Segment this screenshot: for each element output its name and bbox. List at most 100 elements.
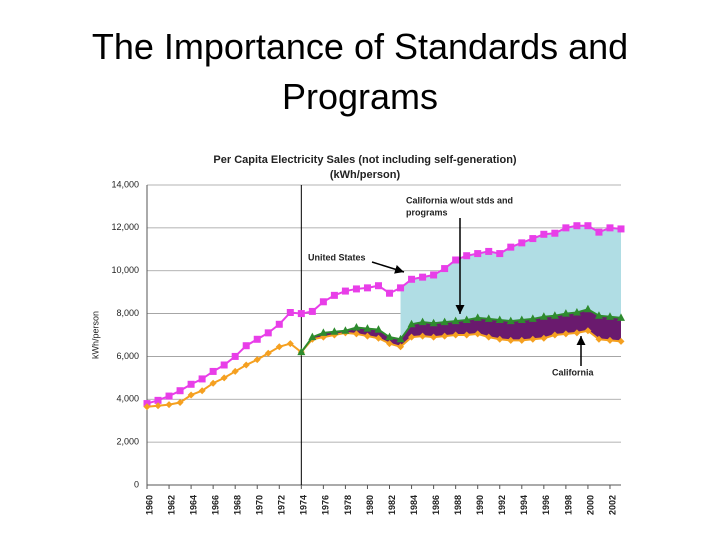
x-tick-label: 1998: [563, 495, 573, 515]
marker: [330, 327, 339, 335]
x-tick-label: 1990: [475, 495, 485, 515]
marker: [584, 327, 592, 335]
marker: [474, 250, 482, 258]
marker: [429, 318, 438, 327]
x-tick-label: 1996: [541, 495, 551, 515]
marker: [539, 312, 548, 320]
marker: [551, 229, 559, 237]
marker: [231, 352, 239, 360]
chart-subtitle: (kWh/person): [330, 169, 401, 181]
y-tick-label: 0: [134, 479, 139, 489]
marker: [617, 225, 625, 233]
marker: [606, 336, 614, 344]
marker: [506, 316, 515, 325]
marker: [529, 235, 537, 243]
marker: [584, 222, 592, 230]
marker: [418, 317, 427, 326]
marker: [154, 396, 162, 404]
marker: [451, 316, 460, 325]
y-tick-label: 10,000: [111, 265, 139, 275]
marker: [154, 402, 162, 410]
x-tick-label: 1972: [277, 495, 287, 515]
marker: [220, 361, 228, 369]
marker: [583, 304, 592, 313]
marker: [209, 379, 217, 387]
marker: [419, 273, 427, 281]
marker: [507, 336, 515, 344]
marker: [463, 331, 471, 339]
marker: [452, 256, 460, 264]
marker: [595, 335, 603, 343]
marker: [474, 330, 482, 338]
marker: [374, 282, 382, 290]
marker: [540, 230, 548, 238]
marker: [286, 309, 294, 316]
x-tick-label: 2002: [607, 495, 617, 515]
marker: [297, 347, 306, 356]
x-tick-label: 1970: [255, 495, 265, 515]
marker: [396, 334, 405, 343]
marker: [484, 314, 493, 322]
chart-title: Per Capita Electricity Sales (not includ…: [213, 154, 517, 166]
marker: [308, 332, 317, 341]
marker: [253, 356, 261, 364]
x-tick-label: 1976: [321, 495, 331, 515]
marker: [517, 315, 526, 323]
annotation: United States: [308, 252, 366, 262]
marker: [242, 342, 250, 350]
marker: [540, 334, 548, 342]
annotation: programs: [406, 207, 448, 217]
x-tick-label: 1988: [453, 495, 463, 515]
marker: [485, 333, 493, 341]
marker: [352, 330, 360, 338]
marker: [573, 222, 581, 230]
marker: [462, 315, 471, 323]
marker: [319, 328, 328, 336]
x-tick-label: 1994: [519, 495, 529, 515]
marker: [496, 250, 504, 258]
marker: [297, 310, 305, 318]
marker: [407, 319, 416, 328]
x-tick-label: 1968: [233, 495, 243, 515]
marker: [319, 298, 327, 306]
marker: [573, 329, 581, 337]
marker: [363, 332, 371, 340]
marker: [430, 271, 438, 279]
marker: [308, 307, 316, 315]
marker: [572, 308, 581, 316]
marker: [550, 311, 559, 319]
x-tick-label: 1960: [144, 495, 154, 515]
marker: [286, 340, 294, 348]
marker: [496, 335, 504, 343]
plot-area: 0 2,000 4,000 6,000 8,000 10,000 12,000 14,000 1…: [111, 179, 625, 515]
x-tick-label: 1964: [188, 495, 198, 515]
x-tick-label: 1984: [409, 495, 419, 515]
annotation: California w/out stds and: [406, 195, 513, 205]
x-tick-label: 1992: [497, 495, 507, 515]
marker: [605, 312, 614, 320]
marker: [220, 374, 228, 382]
marker: [419, 332, 427, 340]
y-tick-label: 6,000: [116, 351, 139, 361]
marker: [198, 387, 206, 395]
marker: [441, 265, 449, 273]
slide-title: The Importance of Standards and Programs: [91, 26, 629, 117]
marker: [463, 252, 471, 260]
marker: [561, 309, 570, 317]
y-axis-label: kWh/person: [90, 311, 100, 359]
marker: [374, 325, 383, 333]
marker: [330, 291, 338, 299]
marker: [386, 340, 394, 348]
savings-band: [301, 309, 621, 353]
x-tick-label: 1978: [343, 495, 353, 515]
marker: [264, 349, 272, 357]
marker: [209, 367, 217, 375]
x-tick-label: 2000: [585, 495, 595, 515]
marker: [430, 333, 438, 341]
marker: [441, 332, 449, 340]
marker: [386, 289, 394, 297]
x-tick-label: 1966: [211, 495, 221, 515]
marker: [440, 317, 449, 326]
marker: [594, 311, 603, 319]
marker: [595, 228, 603, 236]
